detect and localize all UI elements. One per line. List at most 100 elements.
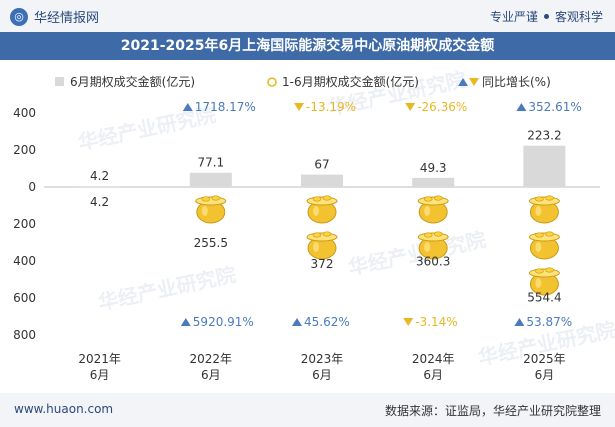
data-label-cumulative: 360.3: [416, 255, 450, 269]
pot-shine: [535, 278, 542, 288]
footer: www.huaon.com 数据来源：证监局，华经产业研究院整理: [0, 393, 615, 427]
pot-coin: [535, 196, 544, 202]
growth-label-cumulative: 5920.91%: [193, 315, 254, 329]
slogan-right: 客观科学: [554, 10, 603, 24]
growth-label-cumulative: 45.62%: [304, 315, 350, 329]
coin-pot-icon: [306, 195, 338, 224]
pot-shine: [313, 206, 319, 216]
website-link[interactable]: www.huaon.com: [14, 402, 114, 416]
y-tick-label: 600: [13, 291, 36, 305]
bar-monthly: [523, 145, 566, 187]
y-tick-label: 200: [13, 217, 36, 231]
x-tick-label-year: 2021年: [78, 352, 121, 366]
growth-up-triangle-icon: [180, 318, 191, 326]
data-label-monthly: 49.3: [420, 161, 447, 175]
pot-rim: [528, 196, 560, 206]
pot-rim: [195, 196, 227, 206]
growth-label-monthly: -26.36%: [417, 100, 467, 114]
growth-up-triangle-icon: [516, 103, 527, 111]
pot-rim: [306, 232, 338, 242]
growth-down-triangle-icon: [405, 103, 416, 111]
legend-label-growth: 同比增长(%): [482, 75, 551, 89]
pot-coin: [545, 267, 554, 273]
growth-up-triangle-icon: [182, 103, 193, 111]
pot-coin: [423, 232, 433, 238]
top-bar: ◎ 华经情报网 专业严谨 客观科学: [0, 0, 615, 32]
legend-label-cumulative: 1-6月期权成交金额(亿元): [282, 74, 419, 89]
pot-rim: [528, 232, 560, 242]
watermark-text: 华经产业研究院: [346, 227, 488, 280]
dot-separator-icon: [543, 14, 549, 19]
chart-title: 2021-2025年6月上海国际能源交易中心原油期权成交金额: [0, 32, 615, 60]
growth-label-monthly: 1718.17%: [195, 100, 256, 114]
growth-label-monthly: 352.61%: [528, 100, 581, 114]
pot-coin: [312, 232, 322, 238]
pot-shine: [535, 206, 542, 216]
pot-shine: [424, 242, 431, 252]
x-tick-label-year: 2025年: [523, 352, 566, 366]
legend-swatch-monthly: [55, 77, 64, 86]
bar-monthly: [301, 174, 343, 187]
data-label-monthly: 223.2: [527, 129, 561, 143]
legend-down-triangle-icon: [469, 78, 479, 86]
x-tick-label-month: 6月: [535, 368, 555, 382]
growth-up-triangle-icon: [292, 318, 302, 326]
data-source: 数据来源：证监局，华经产业研究院整理: [384, 404, 601, 418]
data-label-cumulative: 372: [311, 257, 334, 271]
slogan: 专业严谨 客观科学: [490, 8, 603, 25]
y-tick-label: 0: [28, 180, 36, 194]
pot-shine: [201, 206, 208, 216]
pot-rim: [417, 232, 449, 242]
x-tick-label-month: 6月: [201, 368, 221, 382]
growth-label-cumulative: 53.87%: [526, 315, 572, 329]
pot-coin: [201, 196, 211, 202]
pot-shine: [313, 242, 319, 252]
data-label-cumulative: 4.2: [90, 195, 109, 209]
growth-down-triangle-icon: [403, 318, 414, 326]
x-tick-label-month: 6月: [312, 368, 332, 382]
pot-coin: [535, 268, 544, 274]
bar-monthly: [78, 186, 121, 188]
brand-name: 华经情报网: [34, 11, 100, 26]
coin-pot-icon: [417, 195, 449, 224]
x-tick-label-year: 2022年: [190, 352, 233, 366]
pot-coin: [423, 196, 433, 202]
pot-shine: [424, 206, 431, 216]
pot-coin: [545, 195, 554, 201]
pot-coin: [545, 231, 554, 237]
pot-coin: [433, 195, 443, 201]
bar-monthly: [412, 177, 455, 187]
logo-icon: ◎: [10, 7, 28, 26]
pot-coin: [322, 231, 332, 237]
growth-down-triangle-icon: [294, 103, 304, 111]
legend-pot-icon: [267, 77, 277, 87]
pot-coin: [211, 195, 221, 201]
data-label-cumulative: 255.5: [194, 236, 228, 250]
y-tick-label: 400: [13, 254, 36, 268]
pot-coin: [535, 232, 544, 238]
coin-pot-icon: [528, 195, 560, 224]
pot-coin: [433, 231, 443, 237]
x-tick-label-month: 6月: [423, 368, 443, 382]
watermark-text: 华经产业研究院: [96, 262, 238, 315]
x-tick-label-month: 6月: [90, 368, 110, 382]
brand: ◎ 华经情报网: [10, 7, 99, 26]
slogan-left: 专业严谨: [489, 10, 538, 24]
x-tick-label-year: 2024年: [412, 352, 455, 366]
pot-coin: [322, 195, 332, 201]
growth-up-triangle-icon: [514, 318, 525, 326]
coin-pot-icon: [528, 267, 560, 296]
y-tick-label: 400: [13, 106, 36, 120]
legend-label-monthly: 6月期权成交金额(亿元): [70, 74, 195, 89]
y-tick-label: 200: [13, 143, 36, 157]
data-label-monthly: 77.1: [197, 156, 224, 170]
y-tick-label: 800: [13, 328, 36, 342]
pot-rim: [417, 196, 449, 206]
pot-shine: [535, 242, 542, 252]
coin-pot-icon: [417, 231, 449, 260]
bar-monthly: [189, 172, 232, 187]
growth-label-cumulative: -3.14%: [415, 315, 457, 329]
data-label-monthly: 4.2: [90, 169, 109, 183]
legend-up-triangle-icon: [458, 78, 468, 86]
